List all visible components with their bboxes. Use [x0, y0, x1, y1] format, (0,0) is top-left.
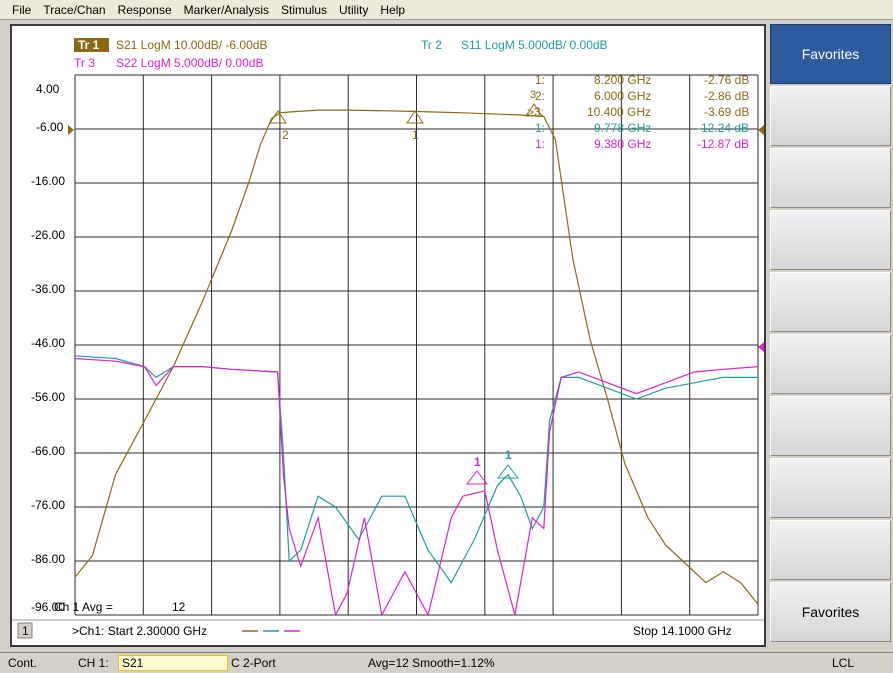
- tr1-badge: [74, 38, 109, 52]
- channel-number: 1: [22, 624, 29, 638]
- marker-row-freq: 8.200 GHz: [594, 73, 651, 87]
- s22-reference-arrow-right[interactable]: [758, 342, 764, 352]
- measurement-plot[interactable]: Tr 1 S21 LogM 10.00dB/ -6.00dB Tr 2 S11 …: [10, 24, 766, 647]
- status-avg: Avg=12 Smooth=1.12%: [368, 656, 495, 670]
- trace-layer: [74, 109, 759, 617]
- softkey-blank[interactable]: [770, 396, 891, 456]
- y-tick: -16.00: [31, 174, 65, 188]
- y-tick: -56.00: [31, 390, 65, 404]
- y-tick: -6.00: [36, 120, 64, 134]
- marker-row-freq: 6.000 GHz: [594, 89, 651, 103]
- channel-box[interactable]: [17, 622, 33, 639]
- softkey-blank[interactable]: [770, 210, 891, 270]
- softkey-blank[interactable]: [770, 458, 891, 518]
- marker-row-freq: 9.380 GHz: [594, 137, 651, 151]
- status-trace[interactable]: S21: [118, 655, 228, 671]
- s21-reference-arrow-right[interactable]: [758, 125, 764, 135]
- tr2-text[interactable]: S11 LogM 5.000dB/ 0.00dB: [461, 38, 608, 52]
- plot-markers: 2 1 3 1 1: [269, 89, 543, 485]
- marker-1-s11[interactable]: 1: [496, 448, 520, 479]
- y-tick: -36.00: [31, 282, 65, 296]
- stop-frequency[interactable]: Stop 14.1000 GHz: [633, 624, 732, 638]
- plot-svg: Tr 1 S21 LogM 10.00dB/ -6.00dB Tr 2 S11 …: [12, 38, 764, 639]
- status-channel: CH 1:: [78, 656, 109, 670]
- marker-row-id: 1:: [535, 73, 545, 87]
- marker-row-val: -2.76 dB: [704, 73, 749, 87]
- marker-readout-table: 1: 8.200 GHz -2.76 dB 2: 6.000 GHz -2.86…: [527, 73, 749, 151]
- menu-marker-analysis[interactable]: Marker/Analysis: [183, 2, 269, 17]
- marker-label: 1: [412, 128, 419, 142]
- y-tick: -46.00: [31, 336, 65, 350]
- softkey-blank[interactable]: [770, 86, 891, 146]
- marker-label: 3: [530, 89, 536, 101]
- marker-row-freq: 9.778 GHz: [594, 121, 651, 135]
- avg-label: Ch 1 Avg =: [54, 600, 113, 614]
- status-port: C 2-Port: [231, 656, 276, 670]
- trace-s21[interactable]: [74, 109, 759, 605]
- softkey-panel: Favorites Favorites: [770, 22, 893, 650]
- marker-label: 1: [505, 448, 512, 462]
- marker-1-s21[interactable]: 1: [406, 110, 424, 142]
- start-frequency[interactable]: >Ch1: Start 2.30000 GHz: [72, 624, 207, 638]
- s21-reference-arrow[interactable]: [68, 125, 74, 135]
- tr1-text[interactable]: S21 LogM 10.00dB/ -6.00dB: [116, 38, 267, 52]
- status-lcl: LCL: [832, 656, 855, 670]
- menu-trace-chan[interactable]: Trace/Chan: [43, 2, 106, 17]
- softkey-blank[interactable]: [770, 520, 891, 580]
- status-bar: Cont. CH 1: S21 C 2-Port Avg=12 Smooth=1…: [0, 652, 893, 673]
- softkey-blank[interactable]: [770, 148, 891, 208]
- softkey-blank[interactable]: [770, 334, 891, 394]
- tr1-label[interactable]: Tr 1: [78, 38, 100, 52]
- tr3-text[interactable]: S22 LogM 5.000dB/ 0.00dB: [116, 56, 263, 70]
- y-tick: 4.00: [36, 82, 60, 96]
- menu-utility[interactable]: Utility: [339, 2, 369, 17]
- tr3-label[interactable]: Tr 3: [74, 56, 95, 70]
- marker-row-val: -2.86 dB: [704, 89, 749, 103]
- menu-stimulus[interactable]: Stimulus: [281, 2, 328, 17]
- marker-label: 2: [282, 128, 289, 142]
- marker-label: 1: [474, 455, 481, 469]
- marker-row-id: 1:: [535, 121, 545, 135]
- softkey-blank[interactable]: [770, 272, 891, 332]
- tr2-label[interactable]: Tr 2: [421, 38, 442, 52]
- marker-row-id: 2:: [535, 89, 545, 103]
- avg-value: 12: [172, 600, 186, 614]
- marker-row-val: -3.69 dB: [704, 105, 749, 119]
- marker-row-id: 1:: [535, 137, 545, 151]
- marker-row-freq: 10.400 GHz: [587, 105, 651, 119]
- marker-row-id: >3:: [527, 105, 544, 119]
- marker-row-val: -12.24 dB: [697, 121, 749, 135]
- marker-1-s22[interactable]: 1: [465, 455, 489, 485]
- softkey-favorites-top[interactable]: Favorites: [770, 24, 891, 84]
- marker-3-s21[interactable]: 3: [525, 89, 543, 117]
- plot-grid: [74, 74, 759, 616]
- trace-s22[interactable]: [74, 357, 759, 617]
- status-mode[interactable]: Cont.: [8, 656, 37, 670]
- menu-bar: File Trace/Chan Response Marker/Analysis…: [0, 0, 893, 20]
- y-tick: -26.00: [31, 228, 65, 242]
- menu-file[interactable]: File: [12, 2, 32, 17]
- menu-help[interactable]: Help: [380, 2, 406, 17]
- y-tick: -96.00: [31, 600, 65, 614]
- marker-2-s21[interactable]: 2: [269, 110, 289, 142]
- marker-row-val: -12.87 dB: [697, 137, 749, 151]
- y-tick: -66.00: [31, 444, 65, 458]
- y-tick: -76.00: [31, 498, 65, 512]
- softkey-favorites-bottom[interactable]: Favorites: [770, 582, 891, 642]
- y-axis-labels: 4.00 -6.00 -16.00 -26.00 -36.00 -46.00 -…: [31, 82, 65, 614]
- menu-response[interactable]: Response: [117, 2, 172, 17]
- y-tick: -86.00: [31, 552, 65, 566]
